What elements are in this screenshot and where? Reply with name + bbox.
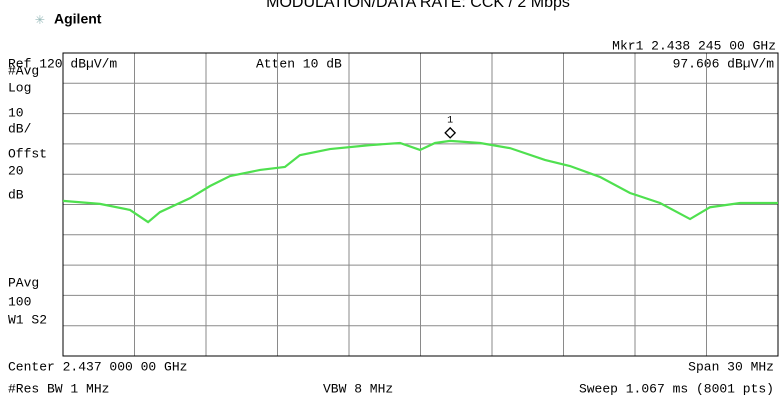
marker-readout: Mkr1 2.438 245 00 GHz	[612, 38, 776, 53]
side-label: 10	[8, 105, 24, 120]
span: Span 30 MHz	[688, 359, 774, 374]
side-label: #Avg	[8, 63, 39, 78]
vbw: VBW 8 MHz	[323, 381, 393, 396]
attenuation: Atten 10 dB	[256, 56, 342, 71]
marker-label: 1	[447, 115, 453, 126]
side-label: W1 S2	[8, 312, 47, 327]
marker	[444, 126, 457, 139]
logo-star: ✳	[35, 11, 45, 29]
brand: Agilent	[54, 11, 102, 27]
sweep: Sweep 1.067 ms (8001 pts)	[579, 381, 774, 396]
plot-frame	[62, 52, 779, 357]
side-label: 20	[8, 163, 24, 178]
side-label: Log	[8, 80, 31, 95]
marker-level: 97.606 dBµV/m	[673, 56, 775, 71]
chart-title: MODULATION/DATA RATE: CCK / 2 Mbps	[266, 0, 570, 11]
side-label: dB	[8, 187, 24, 202]
side-label: PAvg	[8, 275, 39, 290]
trace	[62, 139, 778, 224]
center-freq: Center 2.437 000 00 GHz	[8, 359, 187, 374]
side-label: 100	[8, 294, 31, 309]
side-label: dB/	[8, 121, 32, 136]
res-bw: #Res BW 1 MHz	[8, 381, 109, 396]
side-label: Offst	[8, 146, 47, 161]
